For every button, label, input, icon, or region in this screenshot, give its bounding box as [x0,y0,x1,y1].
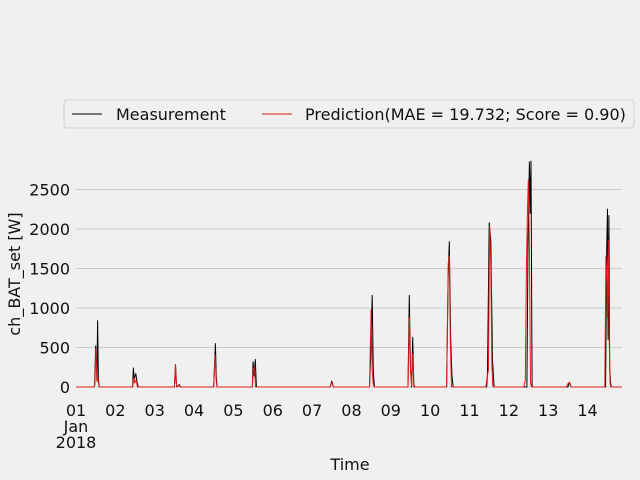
x-tick-label: 01 [66,401,86,420]
x-tick-label: 07 [302,401,322,420]
x-tick-label: 03 [145,401,165,420]
y-tick-label: 1000 [29,299,70,318]
grid [76,189,622,388]
legend-label-measurement: Measurement [116,105,226,124]
x-tick-sublabel: Jan [63,417,89,436]
x-tick-label: 14 [577,401,597,420]
y-axis-title: ch_BAT_set [W] [5,212,25,335]
x-axis-title: Time [329,455,369,474]
x-tick-sublabel: 2018 [56,433,97,452]
x-tick-label: 04 [184,401,204,420]
legend-label-prediction: Prediction(MAE = 19.732; Score = 0.90) [305,105,626,124]
x-tick-label: 02 [105,401,125,420]
x-tick-label: 10 [420,401,440,420]
series-line-prediction [76,179,622,388]
x-tick-label: 06 [263,401,283,420]
y-tick-label: 2500 [29,181,70,200]
series-line-measurement [76,160,622,388]
y-axis-ticks: 0 500 1000 1500 2000 2500 [29,181,70,398]
x-tick-label: 13 [538,401,558,420]
y-tick-label: 500 [39,339,70,358]
legend: Measurement Prediction(MAE = 19.732; Sco… [63,99,635,129]
legend-frame [63,99,635,129]
x-tick-label: 12 [499,401,519,420]
x-tick-label: 05 [223,401,243,420]
y-tick-label: 2000 [29,220,70,239]
x-tick-label: 08 [341,401,361,420]
y-tick-label: 1500 [29,260,70,279]
y-tick-label: 0 [60,378,70,397]
x-tick-label: 11 [459,401,479,420]
x-tick-label: 09 [381,401,401,420]
series-lines [76,160,622,388]
